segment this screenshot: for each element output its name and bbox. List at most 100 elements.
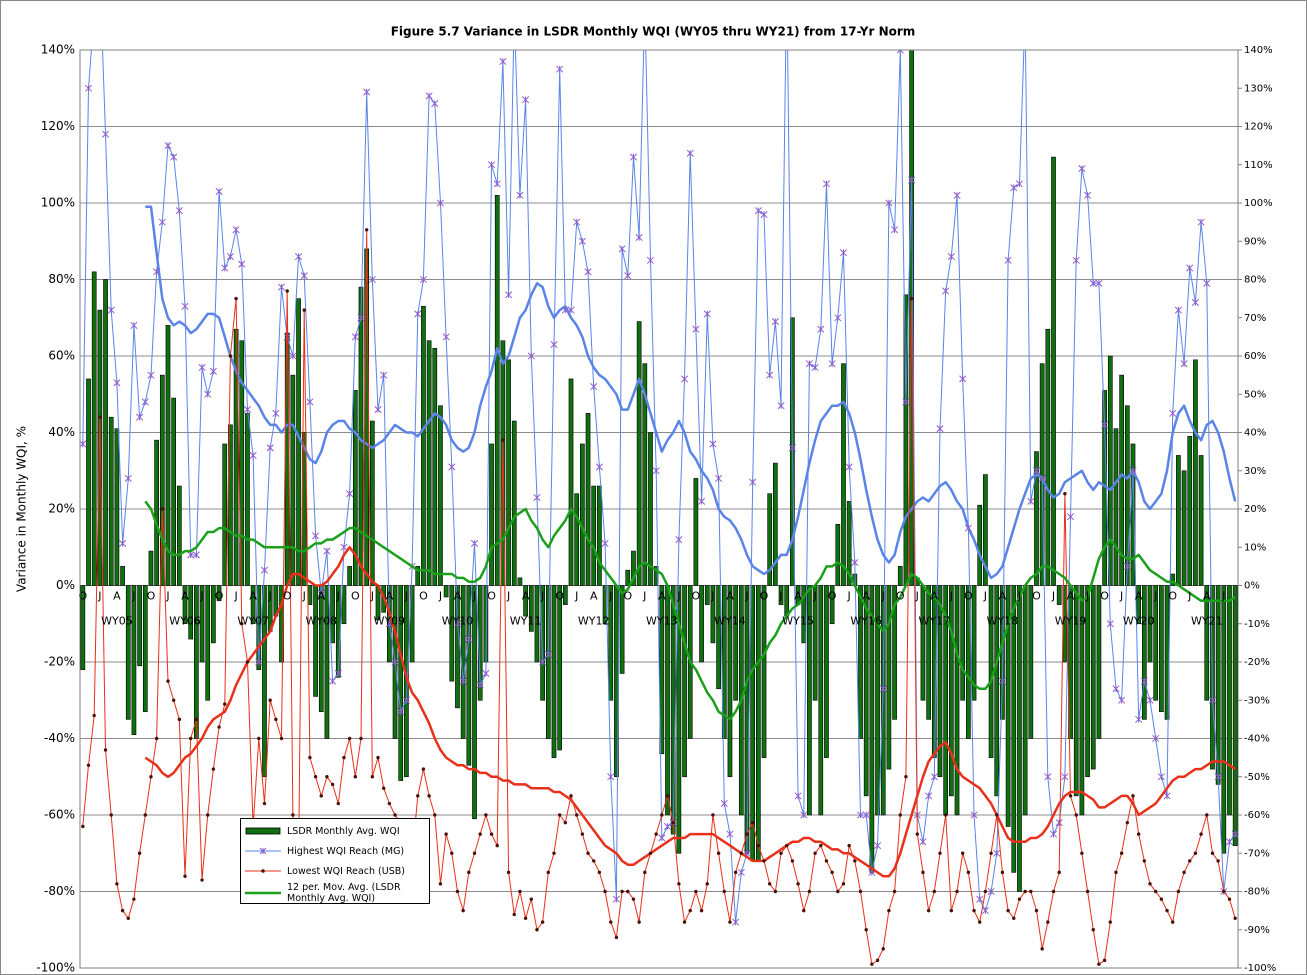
star-marker [1061,773,1069,781]
star-marker [204,390,212,398]
y2-tick-label: 60% [1244,351,1266,362]
dot-marker [421,767,426,771]
dot-marker [1199,832,1203,836]
bar [807,585,812,816]
bar [1136,585,1142,625]
dot-marker [1182,870,1186,875]
bar [1141,585,1147,720]
x-tick-label: A [249,590,257,603]
dot-marker [438,882,443,886]
x-tick-label: J [812,590,816,603]
y2-tick-label: 50% [1244,389,1266,400]
bar [1005,585,1011,827]
star-marker [1208,696,1217,704]
bar [528,585,534,632]
x-tick-label: J [710,590,714,603]
y2-tick-label: 90% [1244,236,1266,247]
star-marker [1180,360,1188,368]
star-marker [766,371,774,379]
star-marker [181,302,189,310]
star-marker [817,325,825,333]
star-marker [879,685,887,693]
x-tick-label: A [590,590,598,603]
star-marker [1049,830,1058,838]
x-group-label: WY05 [101,615,133,628]
star-marker [754,207,762,215]
x-tick-label: J [1017,590,1021,603]
x-tick-label: J [438,590,442,603]
star-marker [80,440,87,448]
x-tick-label: O [896,590,905,603]
dot-marker [705,882,709,886]
dot-marker [245,660,250,664]
star-marker [686,149,694,157]
star-marker [839,249,848,257]
star-marker [732,918,740,926]
x-tick-label: J [506,590,510,603]
y2-tick-label: 140% [1244,45,1273,56]
star-marker [522,96,530,104]
dot-marker [722,889,726,894]
star-marker [1010,184,1018,192]
y-tick-label: 40% [48,425,75,439]
star-marker [805,360,813,368]
dot-marker [756,843,761,848]
dot-marker [915,832,919,836]
bar [506,359,511,586]
star-marker [601,539,609,547]
legend-label: LSDR Monthly Avg. WQI [287,825,400,837]
dot-marker [853,859,857,863]
y2-tick-label: 70% [1244,313,1266,324]
bar [818,585,824,816]
dot-marker [978,920,982,924]
bar [971,585,977,701]
bar [727,585,733,778]
star-marker [436,199,445,207]
x-group-label: WY15 [782,615,814,628]
bar [875,585,880,816]
y2-tick-label: -50% [1244,772,1270,783]
bar [131,585,137,735]
dot-marker [847,843,851,848]
dot-marker [353,775,358,779]
bar [755,585,761,862]
bar [1045,328,1051,586]
dot-marker [535,928,539,932]
bar [1011,585,1017,873]
x-group-label: WY19 [1055,615,1087,628]
x-tick-label: J [540,590,544,603]
bar [1028,585,1034,739]
dot-marker [506,870,511,875]
x-tick-label: J [97,590,101,603]
x-tick-label: J [302,590,306,603]
dot-marker [1046,920,1050,924]
star-marker [993,849,1001,857]
star-marker [720,799,728,808]
star-marker [1225,838,1234,846]
dot-marker [762,859,766,863]
dot-marker [597,870,602,875]
star-marker [578,237,586,245]
y2-tick-label: -70% [1244,848,1270,859]
star-marker [153,268,161,276]
bar [1130,443,1136,586]
dot-marker [376,755,380,760]
bar [841,363,846,586]
bar [466,585,472,766]
bar [994,585,1000,797]
x-tick-label: J [233,590,237,603]
star-marker [414,310,422,318]
star-marker [612,895,620,903]
dot-marker [177,717,182,722]
star-marker [487,161,496,169]
dot-marker [1205,813,1209,817]
star-marker [323,547,331,555]
star-marker [1123,562,1131,570]
star-marker [136,413,144,421]
star-marker [607,773,615,781]
bar [511,420,517,586]
bar [835,523,841,586]
star-marker [442,333,450,341]
star-marker [663,822,672,831]
